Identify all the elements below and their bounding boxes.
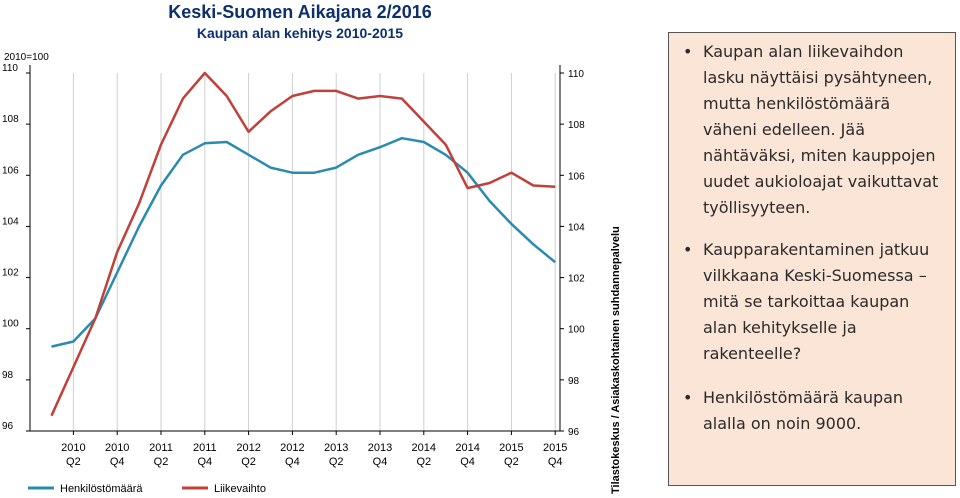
y-tick-label-right: 108 (568, 120, 585, 131)
y-tick-label-right: 98 (568, 376, 580, 387)
y-tick-label-left: 110 (2, 63, 18, 74)
x-tick-label-year: 2014 (455, 442, 479, 454)
x-tick-label-quarter: Q4 (197, 456, 212, 468)
y-tick-label-left: 102 (2, 268, 19, 279)
index-base-label: 2010=100 (4, 52, 49, 63)
y-tick-label-right: 100 (568, 325, 585, 336)
x-tick-label-year: 2010 (61, 442, 85, 454)
y-tick-label-left: 98 (2, 370, 14, 381)
x-tick-label-year: 2010 (105, 442, 129, 454)
notes-box: Kaupan alan liikevaihdon lasku näyttäisi… (668, 32, 956, 486)
x-tick-label-quarter: Q2 (241, 456, 256, 468)
y-tick-label-left: 96 (2, 421, 14, 432)
legend-label-2: Liikevaihto (214, 483, 266, 495)
x-tick-label-quarter: Q4 (548, 456, 563, 468)
y-tick-label-right: 104 (568, 222, 585, 233)
note-item: Kaupan alan liikevaihdon lasku näyttäisi… (679, 39, 947, 221)
x-tick-label-year: 2013 (324, 442, 348, 454)
line-chart: 2010=100 96 96 98 98 100 100 102 102 104 104 106 106… (2, 52, 585, 495)
x-tick-label-year: 2014 (412, 442, 436, 454)
x-tick-label-quarter: Q2 (504, 456, 519, 468)
y-tick-label-left: 100 (2, 319, 19, 330)
x-tick-label-quarter: Q4 (110, 456, 125, 468)
x-tick-label-year: 2012 (280, 442, 304, 454)
x-tick-label-year: 2011 (149, 442, 173, 454)
x-tick-label-quarter: Q4 (285, 456, 300, 468)
y-tick-label-right: 110 (568, 69, 584, 80)
x-tick-label-quarter: Q4 (373, 456, 388, 468)
x-tick-label-quarter: Q2 (416, 456, 431, 468)
y-tick-label-left: 104 (2, 216, 19, 227)
x-tick-label-quarter: Q2 (154, 456, 169, 468)
legend-label-1: Henkilöstömäärä (60, 483, 143, 495)
series-line-1 (51, 136, 556, 348)
x-tick-label-quarter: Q2 (329, 456, 344, 468)
series-line-2 (50, 71, 556, 417)
y-tick-label-right: 96 (568, 427, 580, 438)
x-tick-label-quarter: Q4 (460, 456, 475, 468)
chart-title: Keski-Suomen Aikajana 2/2016 (168, 2, 432, 22)
note-item: Kaupparakentaminen jatkuu vilkkaana Kesk… (679, 237, 947, 367)
x-tick-label-year: 2011 (193, 442, 217, 454)
x-tick-label-year: 2015 (499, 442, 523, 454)
y-tick-label-right: 102 (568, 274, 585, 285)
note-item: Henkilöstömäärä kaupan alalla on noin 90… (679, 385, 947, 437)
x-tick-label-year: 2012 (236, 442, 260, 454)
x-tick-label-quarter: Q2 (66, 456, 81, 468)
y-tick-label-left: 106 (2, 165, 19, 176)
x-tick-label-year: 2015 (543, 442, 567, 454)
y-tick-label-right: 106 (568, 171, 585, 182)
chart-subtitle: Kaupan alan kehitys 2010-2015 (196, 25, 404, 41)
x-tick-label-year: 2013 (368, 442, 392, 454)
y-tick-label-left: 108 (2, 114, 19, 125)
notes-list: Kaupan alan liikevaihdon lasku näyttäisi… (679, 39, 947, 437)
source-label: Tilastokeskus / Asiakaskohtainen suhdann… (610, 226, 622, 494)
